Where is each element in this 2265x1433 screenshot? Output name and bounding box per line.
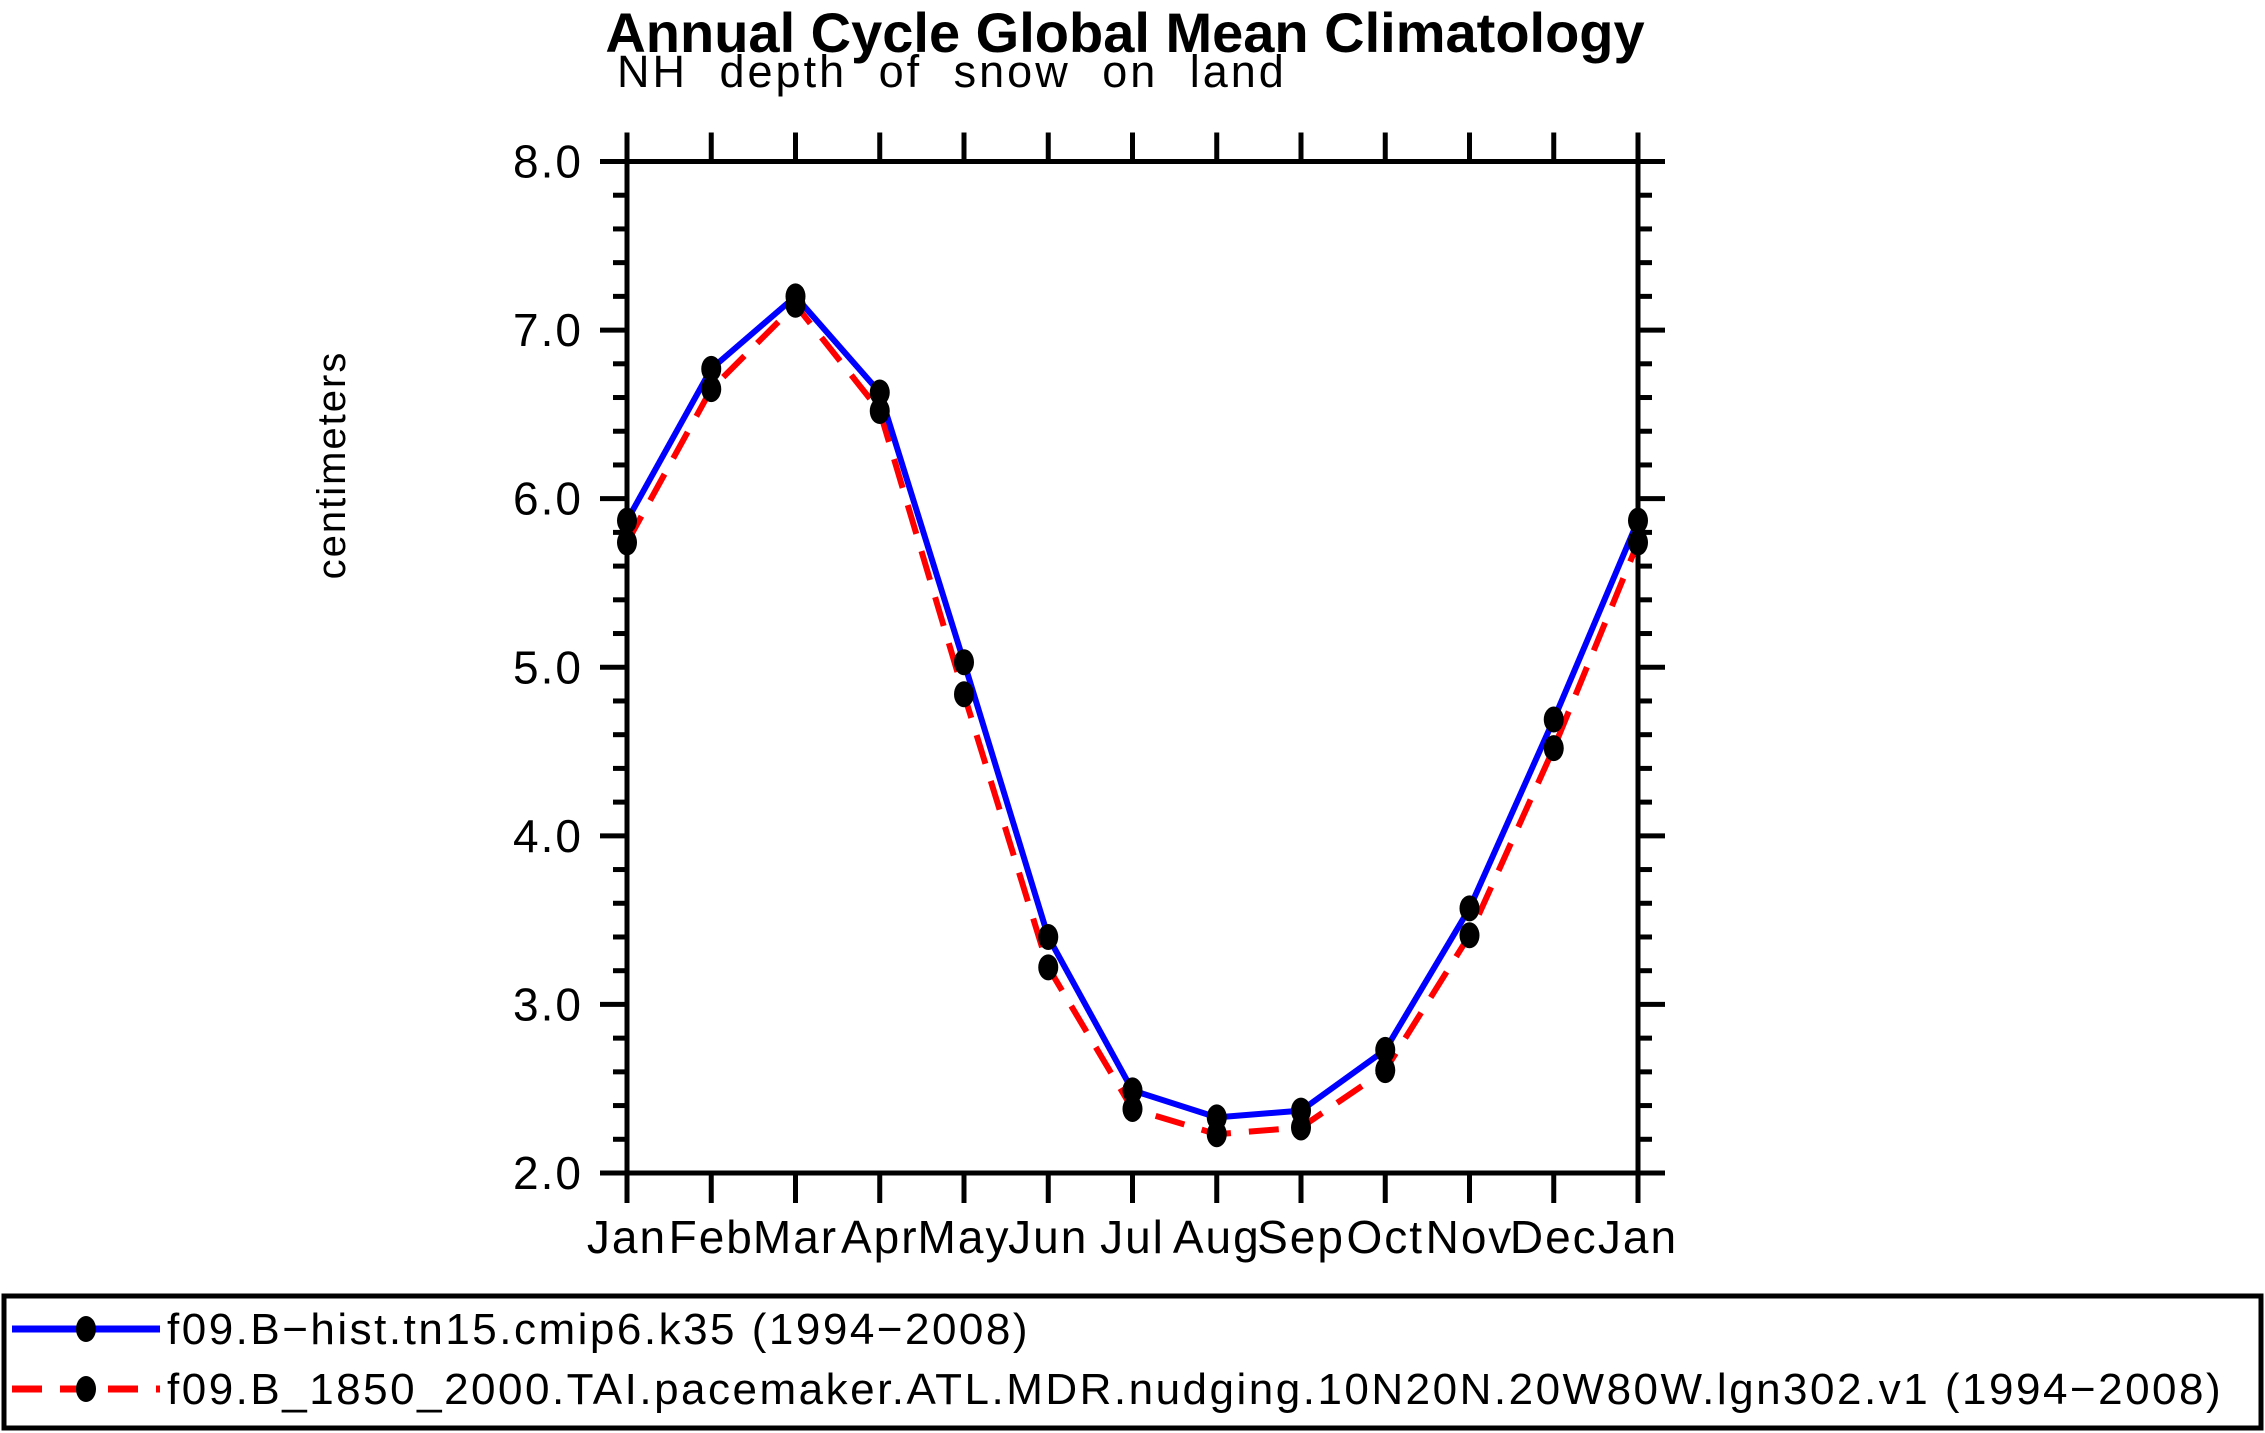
x-month-label: Oct [1346, 1211, 1424, 1263]
data-point-marker [954, 649, 974, 676]
data-point-marker [1122, 1077, 1143, 1104]
y-axis-label: centimeters [310, 351, 354, 580]
legend-box [1, 1293, 2264, 1431]
x-month-label: Jun [1008, 1211, 1088, 1263]
data-point-marker [1206, 1104, 1227, 1131]
data-point-marker [1375, 1057, 1396, 1084]
data-point-marker [1291, 1097, 1311, 1124]
x-month-label: Jan [1598, 1211, 1678, 1263]
legend: f09.B−hist.tn15.cmip6.k35 (1994−2008) f0… [1, 1293, 2264, 1431]
x-month-label: Aug [1173, 1211, 1261, 1263]
y-tick-label: 2.0 [513, 1147, 583, 1199]
legend-label-series2: f09.B_1850_2000.TAI.pacemaker.ATL.MDR.nu… [167, 1365, 2223, 1414]
data-point-marker [869, 398, 890, 425]
data-point-marker [1543, 735, 1564, 762]
y-tick-label: 6.0 [513, 473, 583, 525]
x-month-label: Sep [1257, 1211, 1345, 1263]
x-month-label: Feb [669, 1211, 754, 1263]
y-tick-label: 7.0 [513, 304, 583, 356]
data-point-marker [1122, 1095, 1143, 1122]
data-point-marker [701, 355, 722, 382]
y-tick-label: 3.0 [513, 978, 583, 1030]
y-tick-label: 4.0 [513, 810, 583, 862]
y-tick-label: 5.0 [513, 641, 583, 693]
data-point-marker [1038, 954, 1059, 981]
legend-marker-dot-icon [76, 1376, 96, 1402]
data-point-marker [617, 507, 637, 534]
data-point-marker [1628, 507, 1648, 534]
x-month-label: Jul [1100, 1211, 1165, 1263]
chart-subtitle: NH depth of snow on land [617, 46, 1287, 97]
data-point-marker [617, 529, 637, 556]
data-point-markers [617, 283, 1648, 1148]
data-point-marker [1543, 706, 1564, 733]
y-axis-ticks [600, 159, 1665, 1176]
x-axis-ticks [624, 132, 1641, 1203]
y-tick-label: 8.0 [513, 136, 583, 188]
x-month-label: Mar [753, 1211, 838, 1263]
y-axis-tick-labels: 2.0 3.0 4.0 5.0 6.0 7.0 8.0 [513, 136, 583, 1200]
series-line-red-dashed [624, 301, 1641, 1138]
data-point-marker [1038, 923, 1059, 950]
data-point-marker [785, 283, 806, 310]
data-point-marker [1628, 529, 1648, 556]
legend-entry-series2: f09.B_1850_2000.TAI.pacemaker.ATL.MDR.nu… [12, 1365, 2223, 1414]
data-point-marker [1375, 1036, 1396, 1063]
data-series-lines [624, 293, 1641, 1138]
data-point-marker [1459, 895, 1480, 922]
data-point-marker [701, 376, 722, 403]
x-month-label: Nov [1426, 1211, 1514, 1263]
x-month-label: Jan [587, 1211, 667, 1263]
x-month-label: Apr [841, 1211, 919, 1263]
data-point-marker [1459, 922, 1480, 949]
data-point-marker [869, 379, 890, 406]
legend-marker-dot-icon [76, 1316, 96, 1342]
chart-title: Annual Cycle Global Mean Climatology [605, 1, 1644, 64]
x-month-label: Dec [1510, 1211, 1598, 1263]
legend-label-series1: f09.B−hist.tn15.cmip6.k35 (1994−2008) [167, 1305, 1030, 1354]
legend-entry-series1: f09.B−hist.tn15.cmip6.k35 (1994−2008) [12, 1305, 1030, 1354]
data-point-marker [954, 681, 974, 708]
series-line-blue-solid [624, 293, 1641, 1121]
x-month-label: May [918, 1211, 1011, 1263]
